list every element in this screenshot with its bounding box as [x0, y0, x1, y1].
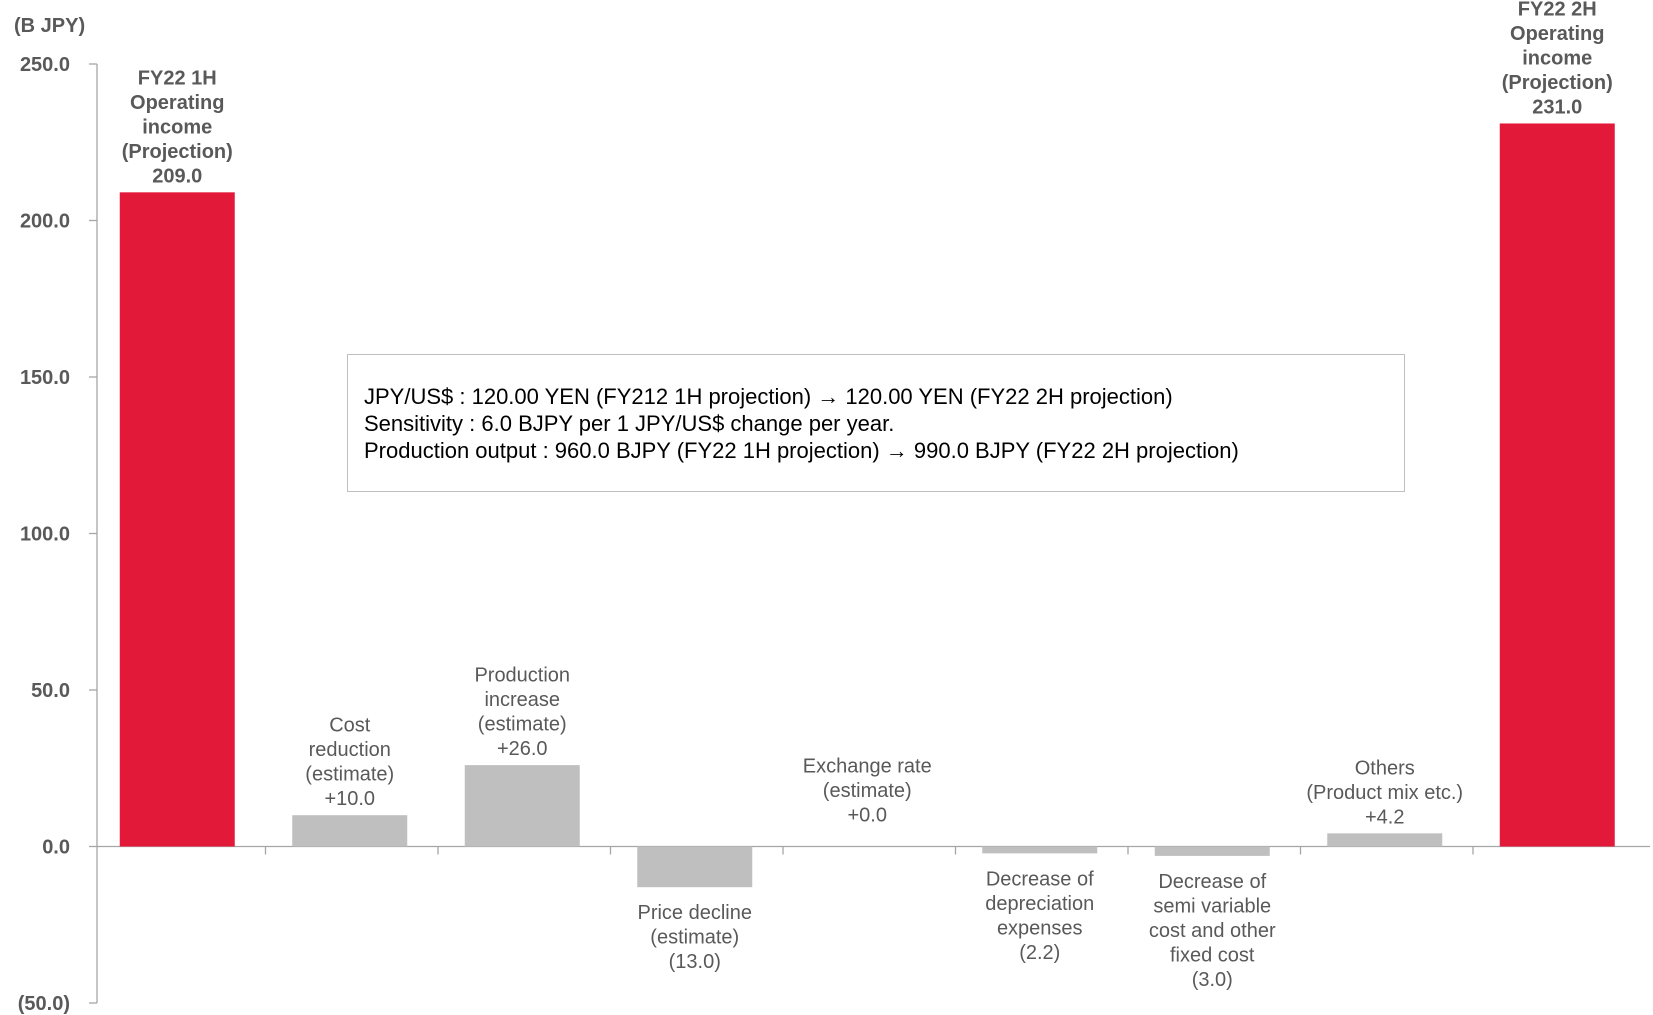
bar-value-label: 231.0 [1532, 96, 1582, 118]
bar-category-label: reduction [309, 739, 391, 761]
bar-value-label: (2.2) [1019, 942, 1060, 964]
bar-category-label: (Projection) [1502, 72, 1613, 94]
bar-category-label: depreciation [985, 893, 1094, 915]
y-tick-label: 50.0 [31, 680, 70, 702]
bar-category-label: Production [474, 665, 570, 687]
delta-bar [637, 846, 753, 888]
bar-category-label: income [1522, 47, 1592, 69]
y-tick-label: 150.0 [20, 367, 70, 389]
bar-value-label: (3.0) [1192, 969, 1233, 991]
bar-category-label: (estimate) [478, 714, 567, 736]
bar-value-label: +0.0 [848, 805, 887, 827]
bar-value-label: +10.0 [324, 788, 375, 810]
bar-value-label: 209.0 [152, 165, 202, 187]
y-axis-ticks: 250.0 200.0 150.0 100.0 50.0 0.0 (50.0) [18, 54, 1474, 1015]
bar-category-label: FY22 2H [1518, 0, 1597, 20]
bar-category-label: FY22 1H [138, 67, 217, 89]
assumptions-note-box: JPY/US$ : 120.00 YEN (FY212 1H projectio… [347, 354, 1405, 492]
total-bar [1499, 123, 1615, 847]
y-tick-label: 250.0 [20, 54, 70, 76]
bar-category-label: Operating [1510, 23, 1604, 45]
bar-category-label: (Product mix etc.) [1306, 782, 1463, 804]
total-bar [119, 192, 235, 847]
bar-category-label: expenses [997, 917, 1083, 939]
bar-category-label: cost and other [1149, 920, 1276, 942]
bars-group [119, 123, 1615, 888]
bar-labels-group: FY22 1HOperatingincome(Projection)209.0C… [122, 0, 1613, 991]
bar-category-label: (estimate) [650, 927, 739, 949]
bar-category-label: Cost [329, 715, 371, 737]
delta-bar [982, 846, 1098, 854]
production-output-note: Production output : 960.0 BJPY (FY22 1H … [364, 438, 1239, 463]
delta-bar [464, 765, 580, 847]
bar-value-label: (13.0) [669, 951, 721, 973]
y-tick-label: 100.0 [20, 524, 70, 546]
bar-category-label: income [142, 116, 212, 138]
bar-value-label: +26.0 [497, 738, 548, 760]
bar-category-label: (estimate) [305, 764, 394, 786]
y-tick-label: (50.0) [18, 993, 70, 1015]
y-axis-unit-label: (B JPY) [14, 15, 85, 37]
bar-category-label: Others [1355, 757, 1415, 779]
delta-bar [1327, 833, 1443, 847]
bar-category-label: Decrease of [1158, 871, 1266, 893]
bar-category-label: Exchange rate [803, 756, 932, 778]
bar-value-label: +4.2 [1365, 806, 1404, 828]
bar-category-label: fixed cost [1170, 944, 1255, 966]
bar-category-label: semi variable [1153, 895, 1271, 917]
bar-category-label: increase [484, 689, 560, 711]
y-tick-label: 200.0 [20, 211, 70, 233]
delta-bar [1154, 846, 1270, 856]
bar-category-label: Operating [130, 92, 224, 114]
y-tick-label: 0.0 [42, 837, 70, 859]
bar-category-label: (Projection) [122, 141, 233, 163]
exchange-rate-note: JPY/US$ : 120.00 YEN (FY212 1H projectio… [364, 384, 1173, 409]
bar-category-label: (estimate) [823, 780, 912, 802]
bar-category-label: Decrease of [986, 868, 1094, 890]
bar-category-label: Price decline [637, 902, 752, 924]
delta-bar [292, 815, 408, 847]
sensitivity-note: Sensitivity : 6.0 BJPY per 1 JPY/US$ cha… [364, 411, 895, 436]
